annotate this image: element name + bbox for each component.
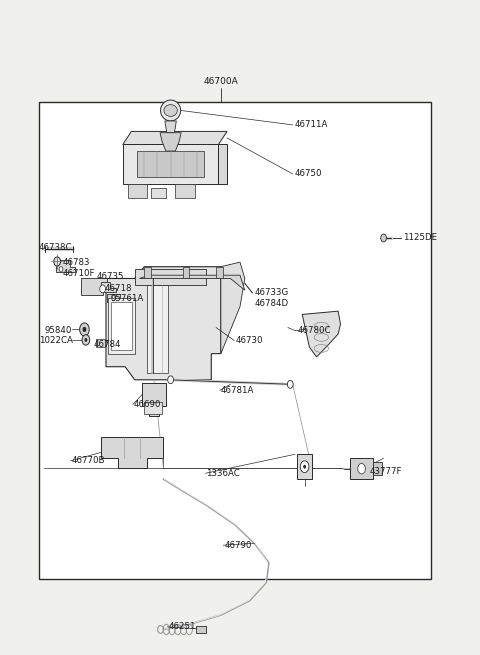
Text: 46718: 46718	[105, 284, 132, 293]
Bar	[152, 188, 166, 198]
Text: 46700A: 46700A	[204, 77, 238, 86]
Text: 46738C: 46738C	[39, 243, 72, 252]
Text: 46790: 46790	[225, 540, 252, 550]
Ellipse shape	[164, 105, 177, 117]
Polygon shape	[81, 278, 108, 295]
Text: 46733G: 46733G	[254, 288, 288, 297]
Bar	[96, 339, 105, 347]
Text: 46780C: 46780C	[298, 326, 331, 335]
Circle shape	[300, 461, 309, 473]
Circle shape	[112, 295, 116, 301]
Polygon shape	[302, 311, 340, 357]
Circle shape	[168, 376, 173, 384]
Circle shape	[100, 285, 106, 293]
Text: 95761A: 95761A	[111, 294, 144, 303]
Bar	[123, 145, 218, 183]
Polygon shape	[140, 275, 245, 290]
Text: 95840: 95840	[45, 326, 72, 335]
Bar	[196, 626, 206, 633]
Circle shape	[84, 338, 87, 342]
Text: 46711A: 46711A	[295, 121, 328, 130]
Polygon shape	[165, 121, 176, 133]
Polygon shape	[160, 133, 181, 151]
Text: 1336AC: 1336AC	[206, 469, 240, 477]
Circle shape	[303, 465, 306, 469]
Text: 46783: 46783	[63, 257, 90, 267]
Bar	[111, 302, 132, 350]
Circle shape	[82, 335, 90, 345]
Bar	[147, 285, 168, 373]
Polygon shape	[56, 260, 75, 272]
Text: 46784D: 46784D	[254, 299, 288, 308]
Circle shape	[83, 327, 86, 332]
Text: 46730: 46730	[235, 336, 263, 345]
Bar	[108, 298, 135, 354]
Bar	[144, 267, 151, 278]
Polygon shape	[142, 383, 166, 416]
Polygon shape	[101, 282, 116, 292]
Polygon shape	[218, 145, 227, 183]
Ellipse shape	[160, 100, 180, 121]
Bar	[39, 102, 432, 579]
Text: 46784: 46784	[94, 340, 121, 349]
Text: 46750: 46750	[295, 170, 323, 178]
Bar	[298, 455, 312, 479]
Polygon shape	[123, 132, 227, 145]
Text: 43777F: 43777F	[369, 467, 402, 476]
Bar	[373, 462, 382, 476]
Text: 1022CA: 1022CA	[39, 336, 73, 345]
Circle shape	[358, 464, 365, 474]
Bar	[216, 267, 223, 278]
Polygon shape	[106, 267, 221, 380]
Text: 46735: 46735	[96, 272, 124, 281]
Bar	[107, 294, 120, 302]
Bar	[135, 269, 206, 285]
Bar	[175, 183, 194, 198]
Circle shape	[59, 267, 63, 272]
Text: 46251: 46251	[168, 622, 196, 631]
Bar	[128, 183, 147, 198]
Circle shape	[54, 257, 60, 266]
Bar	[144, 402, 162, 414]
Text: 46710F: 46710F	[63, 269, 96, 278]
Text: 46690: 46690	[134, 400, 161, 409]
Circle shape	[381, 234, 386, 242]
Bar	[182, 267, 189, 278]
Circle shape	[288, 381, 293, 388]
Text: 46781A: 46781A	[221, 386, 254, 395]
Text: 1125DE: 1125DE	[403, 233, 437, 242]
Text: 46770B: 46770B	[72, 457, 105, 465]
Circle shape	[80, 323, 89, 336]
Polygon shape	[221, 262, 245, 354]
Bar	[350, 458, 373, 479]
Polygon shape	[101, 437, 163, 468]
Bar	[137, 151, 204, 177]
